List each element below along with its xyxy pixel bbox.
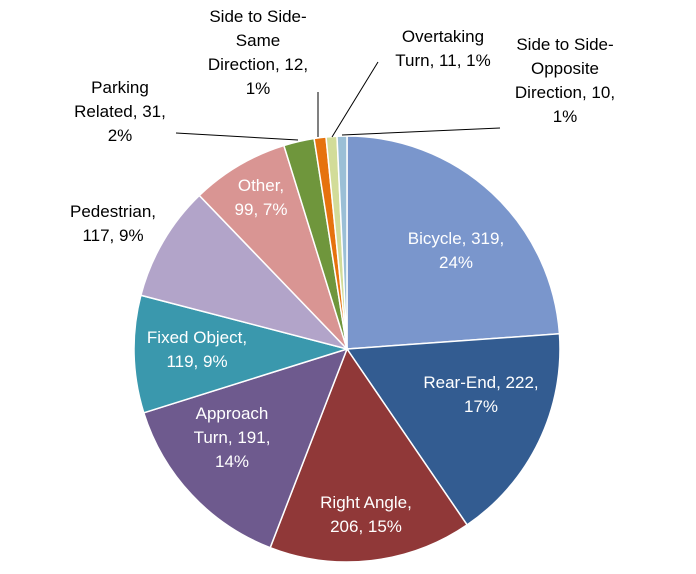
data-label-line: 119, 9% xyxy=(166,352,227,371)
data-label: Bicycle, 319, 24% xyxy=(408,229,504,272)
data-label-line: 17% xyxy=(464,397,498,416)
data-label-line: Side to Side- xyxy=(209,7,306,26)
data-label: Overtaking Turn, 11, 1% xyxy=(395,27,490,70)
data-label-line: Direction, 10, xyxy=(515,83,615,102)
data-label-line: Rear-End, 222, xyxy=(423,373,538,392)
data-label: Side to Side- Opposite Direction, 10, 1% xyxy=(515,35,615,126)
data-labels: Bicycle, 319, 24% Rear-End, 222, 17% Right A… xyxy=(70,7,615,536)
data-label-line: 24% xyxy=(439,253,473,272)
pie-slice-other xyxy=(198,144,348,350)
pie-slice-approach-turn xyxy=(142,347,349,549)
data-label-line: 206, 15% xyxy=(330,517,402,536)
data-label-line: Overtaking xyxy=(402,27,484,46)
data-label: Side to Side- Same Direction, 12, 1% xyxy=(208,7,308,98)
data-label: Other, 99, 7% xyxy=(235,176,288,219)
pie-slice-fixed-object xyxy=(133,294,350,414)
data-label-line: Other, xyxy=(238,176,284,195)
data-label-line: Fixed Object, xyxy=(147,328,247,347)
data-label-line: Side to Side- xyxy=(516,35,613,54)
data-label-line: 1% xyxy=(246,79,271,98)
pie-slice-bicycle xyxy=(346,135,561,350)
leader-line xyxy=(331,61,379,138)
data-label: Right Angle, 206, 15% xyxy=(320,493,412,536)
data-label-line: 1% xyxy=(553,107,578,126)
pie-slice-rear-end xyxy=(345,332,561,526)
data-label-line: 14% xyxy=(215,452,249,471)
data-label: Approach Turn, 191, 14% xyxy=(194,404,271,471)
data-label-line: Direction, 12, xyxy=(208,55,308,74)
data-label-line: Related, 31, xyxy=(74,102,166,121)
pie-slice-side-to-side-opposite-direction xyxy=(336,135,348,350)
data-label-line: Pedestrian, xyxy=(70,202,156,221)
data-label-line: Parking xyxy=(91,78,149,97)
data-label-line: Approach xyxy=(196,404,269,423)
data-label: Fixed Object, 119, 9% xyxy=(147,328,247,371)
leader-line xyxy=(175,132,299,141)
leader-lines xyxy=(175,61,501,141)
data-label-line: 99, 7% xyxy=(235,200,288,219)
data-label: Rear-End, 222, 17% xyxy=(423,373,538,416)
leader-line xyxy=(341,127,501,136)
data-label-line: Same xyxy=(236,31,280,50)
data-label-line: Right Angle, xyxy=(320,493,412,512)
pie-slices xyxy=(133,135,561,563)
data-label: Parking Related, 31, 2% xyxy=(74,78,166,145)
data-label-line: Turn, 11, 1% xyxy=(395,51,490,70)
data-label-line: Turn, 191, xyxy=(194,428,271,447)
data-label: Pedestrian, 117, 9% xyxy=(70,202,156,245)
data-label-line: 117, 9% xyxy=(82,226,143,245)
pie-slice-pedestrian xyxy=(139,194,350,351)
data-label-line: Opposite xyxy=(531,59,599,78)
data-label-line: Bicycle, 319, xyxy=(408,229,504,248)
data-label-line: 2% xyxy=(108,126,133,145)
pie-slice-right-angle xyxy=(269,347,469,563)
